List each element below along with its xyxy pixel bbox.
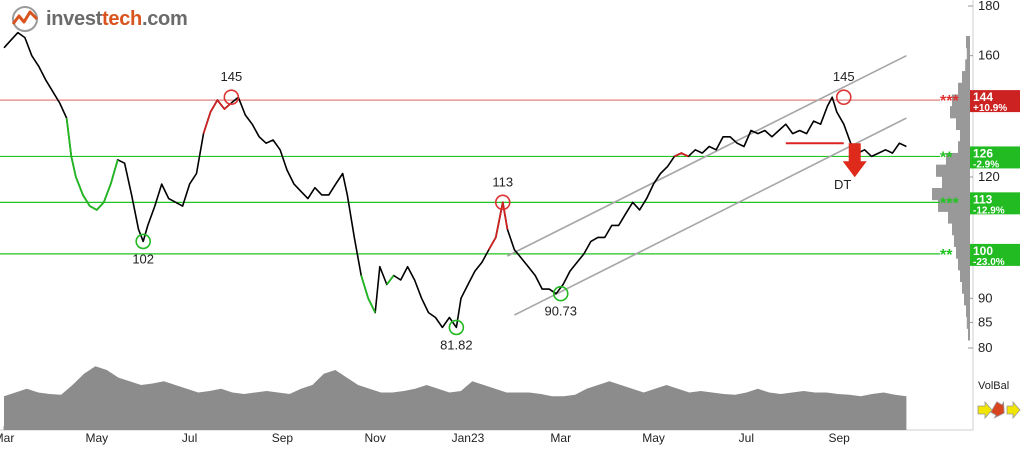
level-pct-label: +10.9% xyxy=(973,103,1007,114)
level-badge-100 xyxy=(970,243,1020,266)
level-pct-label: -23.0% xyxy=(973,257,1005,268)
volume-area xyxy=(4,366,907,430)
level-stars: *** xyxy=(940,93,959,110)
trend-channel-line-1 xyxy=(507,54,907,257)
price-line xyxy=(3,31,907,329)
x-tick-label: Jul xyxy=(182,431,197,445)
x-tick-label: Sep xyxy=(828,431,850,445)
volume-profile-bar xyxy=(958,82,970,95)
volume-profile-bar xyxy=(966,36,970,49)
investtech-logo-icon xyxy=(11,6,39,32)
volbal-label: VolBal xyxy=(978,380,1010,392)
volume-profile-bar xyxy=(965,59,970,72)
top-label: 113 xyxy=(492,174,513,189)
volume-profile-bar xyxy=(966,304,970,318)
bottom-label: 102 xyxy=(132,251,154,266)
volume-profile-bar xyxy=(956,246,970,259)
volume-profile-bar xyxy=(954,234,970,247)
volume-profile-bar xyxy=(946,152,970,166)
volume-profile-bar xyxy=(958,141,970,154)
level-value-label: 100 xyxy=(973,244,993,258)
top-label: 145 xyxy=(833,69,855,84)
y-tick-label: 85 xyxy=(978,314,992,329)
volume-profile-bar xyxy=(938,199,970,212)
top-marker xyxy=(223,89,240,105)
volume-profile-bar xyxy=(950,106,970,119)
volume-profile-bar xyxy=(962,71,970,84)
y-tick-label: 80 xyxy=(978,340,992,355)
level-value-label: 144 xyxy=(973,90,993,104)
y-tick-label: 90 xyxy=(978,290,992,305)
y-tick-label: 180 xyxy=(978,0,1000,13)
volume-profile-bar xyxy=(964,293,970,306)
bottom-marker xyxy=(135,233,151,250)
x-tick-label: Nov xyxy=(364,431,385,445)
x-tick-label: Jan23 xyxy=(452,431,485,445)
volume-profile-bar xyxy=(956,117,970,131)
signal-label: DT xyxy=(834,177,851,192)
level-badge-144 xyxy=(970,90,1020,113)
x-tick-label: Mar xyxy=(0,431,14,445)
level-badge-126 xyxy=(970,146,1020,169)
level-value-label: 126 xyxy=(973,146,993,160)
arrow-right-icon xyxy=(1006,400,1021,420)
arrow-right-icon xyxy=(977,400,993,420)
bottom-marker xyxy=(552,285,569,302)
price-segment-down xyxy=(202,99,232,134)
x-tick-label: Sep xyxy=(272,431,294,445)
volume-profile-bar xyxy=(966,47,970,60)
level-pct-label: -12.9% xyxy=(973,205,1005,216)
top-label: 145 xyxy=(220,69,242,84)
y-tick-label: 120 xyxy=(978,169,1000,184)
x-tick-label: May xyxy=(85,431,108,445)
y-tick-label: 160 xyxy=(978,48,1000,63)
volume-profile-bar xyxy=(958,258,970,271)
x-tick-label: Mar xyxy=(550,431,571,445)
volume-profile-bar xyxy=(936,164,970,177)
level-stars: ** xyxy=(940,149,953,166)
volume-profile-bar xyxy=(942,176,970,189)
bottom-label: 81.82 xyxy=(440,337,473,352)
logo-wordmark: investtech.com xyxy=(46,7,188,30)
volume-profile-bar xyxy=(960,269,970,283)
level-badge-113 xyxy=(970,192,1020,215)
price-segment-down xyxy=(674,152,689,158)
volume-profile-bar xyxy=(952,94,970,107)
top-marker xyxy=(835,89,852,105)
level-value-label: 113 xyxy=(973,192,993,206)
volume-profile-bar xyxy=(968,328,970,341)
volume-profile-bar xyxy=(948,211,970,224)
sell-signal-arrow xyxy=(842,143,867,178)
x-tick-label: May xyxy=(642,431,665,445)
level-pct-label: -2.9% xyxy=(973,159,999,170)
bottom-label: 90.73 xyxy=(544,304,577,319)
volbal-indicator xyxy=(977,400,1021,420)
price-segment-down xyxy=(488,201,509,251)
volume-profile-bar xyxy=(966,316,970,329)
volume-profile-bar xyxy=(960,129,970,142)
price-segment-up xyxy=(65,117,119,211)
top-marker xyxy=(494,194,511,211)
volume-profile-bar xyxy=(932,188,970,201)
x-tick-label: Jul xyxy=(739,431,754,445)
trend-channel-line-2 xyxy=(513,117,907,316)
investtech-logo[interactable]: investtech.com xyxy=(10,5,188,33)
level-stars: *** xyxy=(940,195,959,212)
bottom-marker xyxy=(448,319,465,336)
price-segment-up xyxy=(386,274,395,286)
price-segment-up xyxy=(360,275,377,313)
arrow-down-right-icon xyxy=(990,400,1005,419)
volume-profile-bar xyxy=(962,281,970,294)
level-stars: ** xyxy=(940,247,953,264)
volume-profile-bar xyxy=(952,223,970,236)
